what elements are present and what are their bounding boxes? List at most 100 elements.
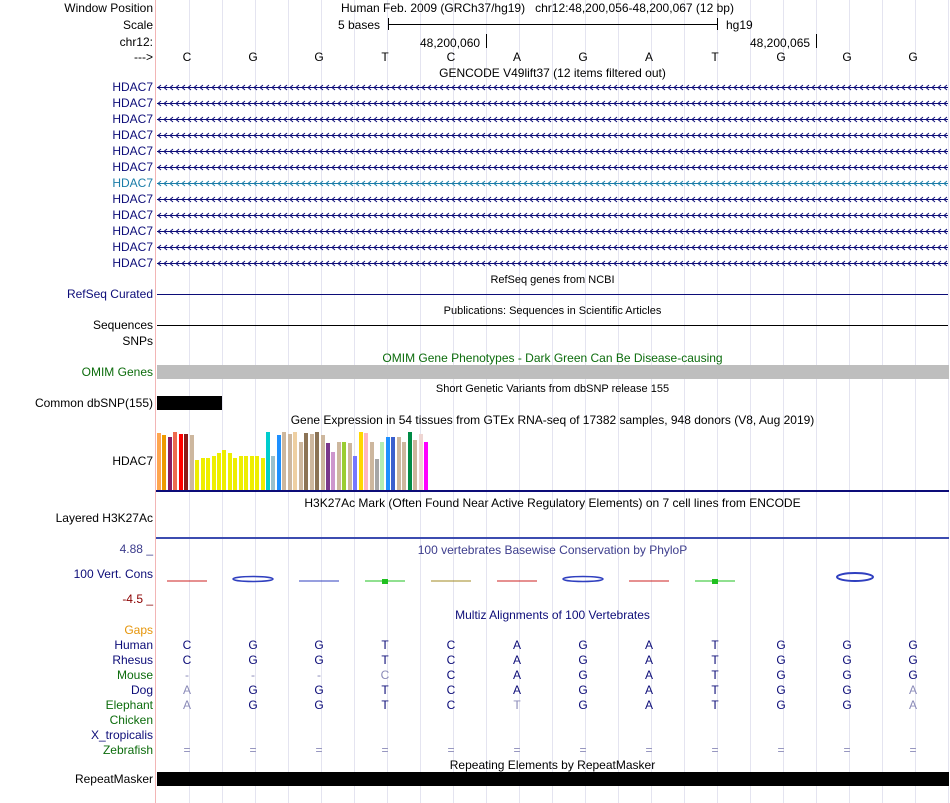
dbsnp-variant[interactable] xyxy=(157,396,222,410)
gtex-bar[interactable] xyxy=(255,456,260,490)
gtex-bar[interactable] xyxy=(276,435,281,490)
gencode-gene-arrow[interactable] xyxy=(157,132,948,139)
gtex-bar[interactable] xyxy=(364,433,369,490)
omim-label[interactable]: OMIM Genes xyxy=(81,365,153,379)
gencode-gene-arrow[interactable] xyxy=(157,228,948,235)
refseq-line[interactable] xyxy=(157,294,948,295)
gtex-bar[interactable] xyxy=(424,442,429,490)
sequences-label[interactable]: Sequences xyxy=(92,318,153,332)
gtex-bar[interactable] xyxy=(304,433,309,490)
gtex-bar[interactable] xyxy=(336,442,341,490)
gencode-gene-arrow[interactable] xyxy=(157,164,948,171)
gtex-bar[interactable] xyxy=(320,435,325,490)
gencode-gene-label[interactable]: HDAC7 xyxy=(112,224,153,238)
gtex-bar[interactable] xyxy=(315,432,320,490)
gencode-gene-arrow[interactable] xyxy=(157,196,948,203)
gencode-gene-arrow[interactable] xyxy=(157,260,948,267)
gtex-bar[interactable] xyxy=(227,453,232,490)
gtex-bar[interactable] xyxy=(184,434,189,490)
gencode-gene-arrow[interactable] xyxy=(157,84,948,91)
multiz-base: A xyxy=(512,683,521,697)
gencode-gene-label[interactable]: HDAC7 xyxy=(112,240,153,254)
gencode-gene-arrow[interactable] xyxy=(157,180,948,187)
gtex-bar[interactable] xyxy=(211,456,216,490)
gtex-bar[interactable] xyxy=(375,459,379,490)
multiz-species-label[interactable]: Mouse xyxy=(116,668,153,682)
gtex-bar[interactable] xyxy=(347,443,352,490)
gtex-bar[interactable] xyxy=(189,435,194,490)
refseq-label[interactable]: RefSeq Curated xyxy=(66,287,153,301)
gaps-label[interactable]: Gaps xyxy=(124,623,153,637)
gencode-gene-label[interactable]: HDAC7 xyxy=(112,256,153,270)
gtex-bar[interactable] xyxy=(216,453,221,490)
multiz-species-label[interactable]: Human xyxy=(114,638,153,652)
gencode-gene-label[interactable]: HDAC7 xyxy=(112,128,153,142)
gtex-bar[interactable] xyxy=(353,456,358,490)
gtex-bar[interactable] xyxy=(418,434,423,490)
gtex-bar[interactable] xyxy=(325,443,330,490)
gtex-bar[interactable] xyxy=(157,433,161,490)
gtex-bar[interactable] xyxy=(385,437,390,490)
gtex-bar[interactable] xyxy=(358,432,363,490)
gtex-bar[interactable] xyxy=(369,442,374,490)
gencode-gene-label[interactable]: HDAC7 xyxy=(112,208,153,222)
gencode-gene-label[interactable]: HDAC7 xyxy=(112,144,153,158)
gencode-gene-label[interactable]: HDAC7 xyxy=(112,160,153,174)
gtex-bar[interactable] xyxy=(162,435,167,490)
gtex-bar[interactable] xyxy=(271,456,276,490)
gtex-bar[interactable] xyxy=(195,460,200,490)
gtex-bar[interactable] xyxy=(200,458,205,490)
gtex-bar[interactable] xyxy=(244,456,249,490)
multiz-species-label[interactable]: X_tropicalis xyxy=(90,728,153,742)
multiz-species-label[interactable]: Zebrafish xyxy=(102,743,153,757)
h3k27ac-label[interactable]: Layered H3K27Ac xyxy=(55,511,153,525)
dbsnp-label[interactable]: Common dbSNP(155) xyxy=(34,396,153,410)
gtex-bar[interactable] xyxy=(282,432,287,490)
repeatmasker-bar[interactable] xyxy=(157,772,949,786)
omim-bar[interactable] xyxy=(157,365,949,379)
gtex-bar[interactable] xyxy=(178,434,183,490)
gtex-bar[interactable] xyxy=(293,432,298,490)
multiz-species-label[interactable]: Chicken xyxy=(109,713,153,727)
base-letter: G xyxy=(578,50,588,64)
position-title[interactable]: Human Feb. 2009 (GRCh37/hg19) chr12:48,2… xyxy=(341,1,734,15)
gtex-bar[interactable] xyxy=(249,456,254,490)
gencode-gene-arrow[interactable] xyxy=(157,212,948,219)
gencode-gene-label[interactable]: HDAC7 xyxy=(112,176,153,190)
gtex-bar[interactable] xyxy=(396,437,401,490)
gencode-gene-label[interactable]: HDAC7 xyxy=(112,96,153,110)
gtex-bar[interactable] xyxy=(260,458,265,490)
gtex-bar[interactable] xyxy=(380,442,385,490)
gtex-label[interactable]: HDAC7 xyxy=(112,454,153,468)
gtex-bar[interactable] xyxy=(309,434,314,490)
gtex-bar[interactable] xyxy=(391,437,396,490)
gtex-bar[interactable] xyxy=(331,452,336,490)
gencode-gene-arrow[interactable] xyxy=(157,116,948,123)
gencode-gene-arrow[interactable] xyxy=(157,100,948,107)
gencode-gene-arrow[interactable] xyxy=(157,244,948,251)
multiz-species-label[interactable]: Elephant xyxy=(105,698,153,712)
gtex-bar[interactable] xyxy=(206,458,211,490)
gtex-bar[interactable] xyxy=(233,458,238,490)
gtex-bar[interactable] xyxy=(407,432,412,490)
phylop-label[interactable]: 100 Vert. Cons xyxy=(73,567,153,581)
snps-label[interactable]: SNPs xyxy=(122,334,153,348)
gtex-bar[interactable] xyxy=(287,434,292,490)
gtex-bar[interactable] xyxy=(413,440,418,490)
gencode-gene-label[interactable]: HDAC7 xyxy=(112,112,153,126)
gtex-bar[interactable] xyxy=(402,442,407,490)
gencode-gene-arrow[interactable] xyxy=(157,148,948,155)
publications-line[interactable] xyxy=(157,325,948,326)
gtex-bar[interactable] xyxy=(173,432,178,490)
multiz-species-label[interactable]: Rhesus xyxy=(112,653,153,667)
gtex-bar[interactable] xyxy=(222,450,227,490)
gtex-bar[interactable] xyxy=(238,456,243,490)
gencode-gene-label[interactable]: HDAC7 xyxy=(112,80,153,94)
gtex-bar[interactable] xyxy=(266,432,270,490)
repeatmasker-label[interactable]: RepeatMasker xyxy=(74,772,153,786)
gtex-bar[interactable] xyxy=(167,437,172,490)
multiz-species-label[interactable]: Dog xyxy=(130,683,153,697)
gtex-bar[interactable] xyxy=(298,442,303,490)
gtex-bar[interactable] xyxy=(342,442,347,490)
gencode-gene-label[interactable]: HDAC7 xyxy=(112,192,153,206)
